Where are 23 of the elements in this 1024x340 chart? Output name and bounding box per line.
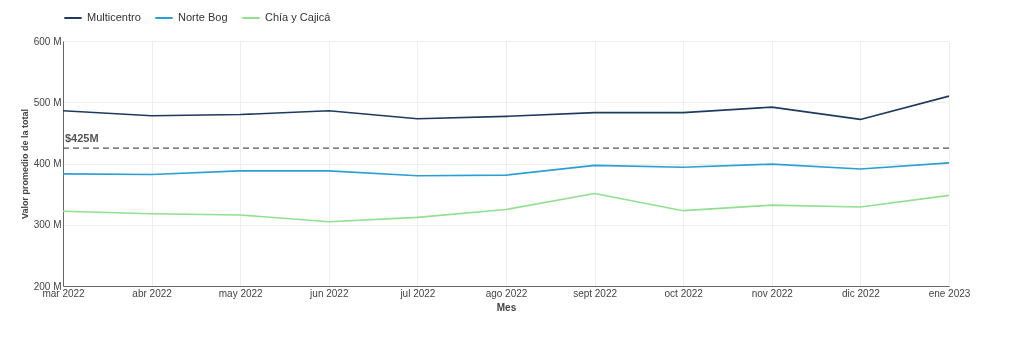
x-tick-label: may 2022 [218, 287, 264, 299]
legend-label: Multicentro [87, 11, 141, 23]
line-series [62, 162, 950, 177]
x-tick-label: sept 2022 [573, 287, 618, 299]
line-series [62, 95, 950, 121]
x-tick-label: ago 2022 [485, 287, 528, 299]
y-tick-label: 500 M [33, 96, 62, 108]
ref-line-label: $425M [65, 132, 99, 145]
x-tick-label: oct 2022 [664, 287, 704, 299]
x-tick-label: jun 2022 [309, 287, 349, 299]
y-axis-title: Valor promedio de la total [19, 108, 30, 220]
y-tick-label: 300 M [33, 219, 62, 231]
legend-label: Chía y Cajicá [265, 11, 332, 23]
legend-label: Norte Bog [178, 11, 228, 23]
x-tick-label: ene 2023 [928, 287, 971, 299]
x-tick-label: abr 2022 [132, 287, 173, 299]
x-tick-label: dic 2022 [841, 287, 881, 299]
y-tick-label: 600 M [33, 35, 62, 47]
x-tick-label: nov 2022 [751, 287, 794, 299]
line-series [62, 192, 950, 223]
y-tick-label: 400 M [33, 158, 62, 169]
x-tick-label: jul 2022 [399, 287, 436, 299]
x-axis-title: Mes [496, 301, 517, 313]
